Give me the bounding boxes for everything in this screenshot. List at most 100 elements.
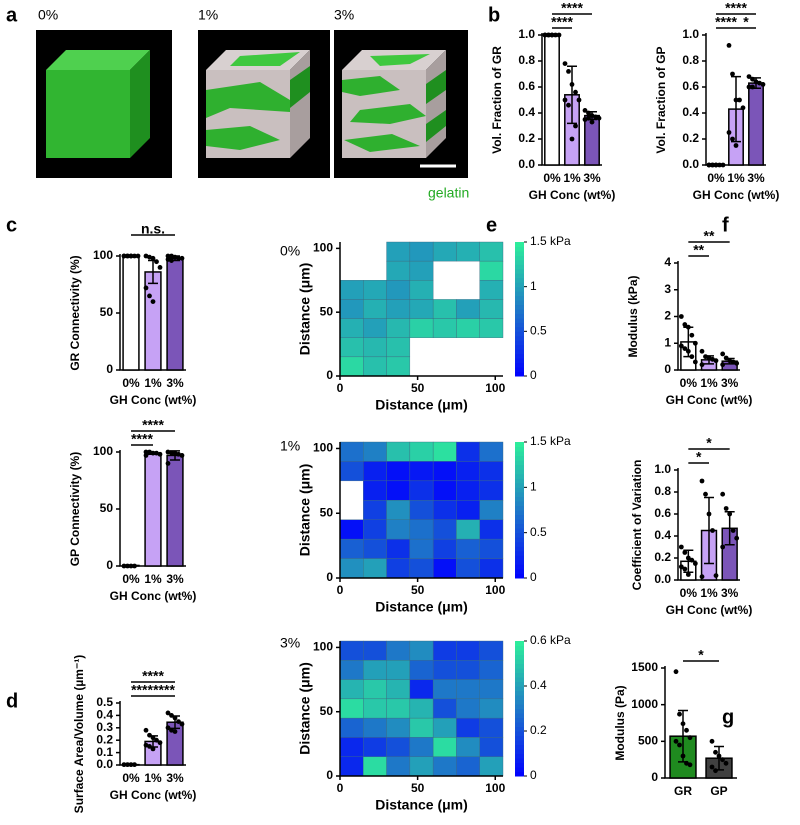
heatmap-cell bbox=[363, 660, 387, 680]
data-point bbox=[699, 362, 705, 368]
colorbar-segment bbox=[515, 353, 524, 359]
colorbar-segment bbox=[515, 537, 524, 543]
significance-label: n.s. bbox=[141, 221, 165, 237]
colorbar-segment bbox=[515, 510, 524, 516]
colorbar-segment bbox=[515, 568, 524, 574]
heatmap-cell bbox=[339, 280, 364, 300]
heatmap-cell bbox=[386, 356, 411, 377]
significance-label: **** bbox=[153, 682, 175, 698]
colorbar-segment bbox=[515, 505, 524, 511]
data-point bbox=[726, 130, 732, 135]
colorbar-tick-label: 0.6 kPa bbox=[530, 633, 571, 647]
y-tick-label: 100 bbox=[313, 640, 333, 654]
heatmap-cell bbox=[479, 756, 504, 777]
colorbar-segment bbox=[515, 295, 524, 301]
heatmap-cell bbox=[339, 461, 364, 482]
panel-letter: e bbox=[486, 214, 497, 236]
data-point bbox=[716, 753, 722, 759]
heatmap-cell bbox=[363, 356, 387, 377]
colorbar-segment bbox=[515, 309, 524, 314]
data-point bbox=[733, 143, 739, 148]
colorbar-segment bbox=[515, 367, 524, 373]
colorbar-segment bbox=[515, 326, 524, 332]
data-point bbox=[709, 764, 715, 770]
x-tick-label: 0 bbox=[337, 583, 344, 597]
data-point bbox=[128, 762, 134, 768]
data-point bbox=[121, 563, 127, 569]
heatmap-cell bbox=[339, 640, 364, 661]
heatmap-cell bbox=[339, 441, 364, 462]
legend-label: gelatin bbox=[428, 185, 469, 201]
heatmap-cell bbox=[386, 737, 411, 757]
colorbar-segment bbox=[515, 690, 524, 696]
data-point bbox=[586, 115, 591, 121]
data-point bbox=[750, 84, 755, 90]
panel-letter: c bbox=[6, 214, 17, 236]
x-tick-label: 3% bbox=[166, 376, 184, 390]
colorbar-segment bbox=[515, 546, 524, 552]
bar bbox=[166, 257, 184, 371]
y-tick-label: 100 bbox=[313, 441, 333, 455]
heatmap-cell bbox=[409, 558, 434, 579]
heatmap-cell bbox=[363, 640, 387, 661]
y-tick-label: 1000 bbox=[631, 697, 658, 711]
data-point bbox=[132, 253, 137, 259]
heatmap-cell bbox=[409, 500, 434, 520]
data-point bbox=[689, 332, 695, 338]
heatmap-cell bbox=[479, 241, 504, 262]
heatmap-cell bbox=[363, 461, 387, 482]
data-point bbox=[685, 572, 691, 577]
y-tick-label: 3 bbox=[664, 282, 671, 296]
heatmap-cell bbox=[363, 500, 387, 520]
x-tick-label: 50 bbox=[411, 781, 425, 795]
x-axis-label: Distance (μm) bbox=[375, 397, 468, 413]
colorbar-segment bbox=[515, 268, 524, 274]
x-tick-label: 3% bbox=[166, 572, 184, 586]
data-point bbox=[179, 721, 185, 727]
data-point bbox=[542, 32, 548, 38]
heatmap-cell bbox=[386, 500, 411, 520]
heatmap-cell bbox=[432, 679, 457, 700]
data-point bbox=[733, 97, 739, 103]
error-bar bbox=[567, 65, 577, 125]
colorbar-segment bbox=[515, 264, 524, 270]
x-axis-label: GH Conc (wt%) bbox=[529, 188, 616, 202]
colorbar-segment bbox=[515, 362, 524, 368]
colorbar-segment bbox=[515, 695, 524, 700]
data-point bbox=[677, 742, 682, 748]
data-point bbox=[582, 108, 588, 113]
colorbar-segment bbox=[515, 460, 524, 466]
data-point bbox=[125, 762, 130, 768]
bar bbox=[122, 255, 140, 371]
data-point bbox=[569, 82, 575, 87]
x-tick-label: 3% bbox=[721, 376, 739, 390]
colorbar-segment bbox=[515, 717, 524, 723]
x-axis-label: GH Conc (wt%) bbox=[666, 603, 753, 617]
data-point bbox=[673, 738, 679, 744]
heatmap-cell bbox=[386, 519, 411, 540]
data-point bbox=[169, 450, 174, 456]
y-axis-label: Modulus (kPa) bbox=[626, 275, 640, 357]
heatmap-cell bbox=[363, 280, 387, 300]
colorbar-segment bbox=[515, 455, 524, 461]
colorbar-segment bbox=[515, 528, 524, 534]
data-point bbox=[692, 359, 698, 365]
data-point bbox=[586, 110, 591, 116]
data-point bbox=[680, 721, 686, 727]
x-axis-label: GH Conc (wt%) bbox=[110, 393, 197, 407]
data-point bbox=[682, 346, 688, 351]
data-point bbox=[150, 450, 156, 456]
y-axis-label: Vol. Fraction of GR bbox=[490, 46, 504, 154]
colorbar-segment bbox=[515, 469, 524, 475]
heatmap-cell bbox=[339, 698, 364, 719]
colorbar-segment bbox=[515, 277, 524, 283]
y-tick-label: 1500 bbox=[631, 660, 658, 674]
colorbar-tick-label: 1.5 kPa bbox=[530, 234, 571, 248]
y-tick-label: 0.2 bbox=[682, 131, 699, 145]
x-tick-label: 0% bbox=[122, 376, 140, 390]
colorbar-segment bbox=[515, 672, 524, 678]
data-point bbox=[556, 32, 562, 38]
colorbar-segment bbox=[515, 500, 524, 506]
colorbar-segment bbox=[515, 464, 524, 470]
colorbar-segment bbox=[515, 478, 524, 484]
